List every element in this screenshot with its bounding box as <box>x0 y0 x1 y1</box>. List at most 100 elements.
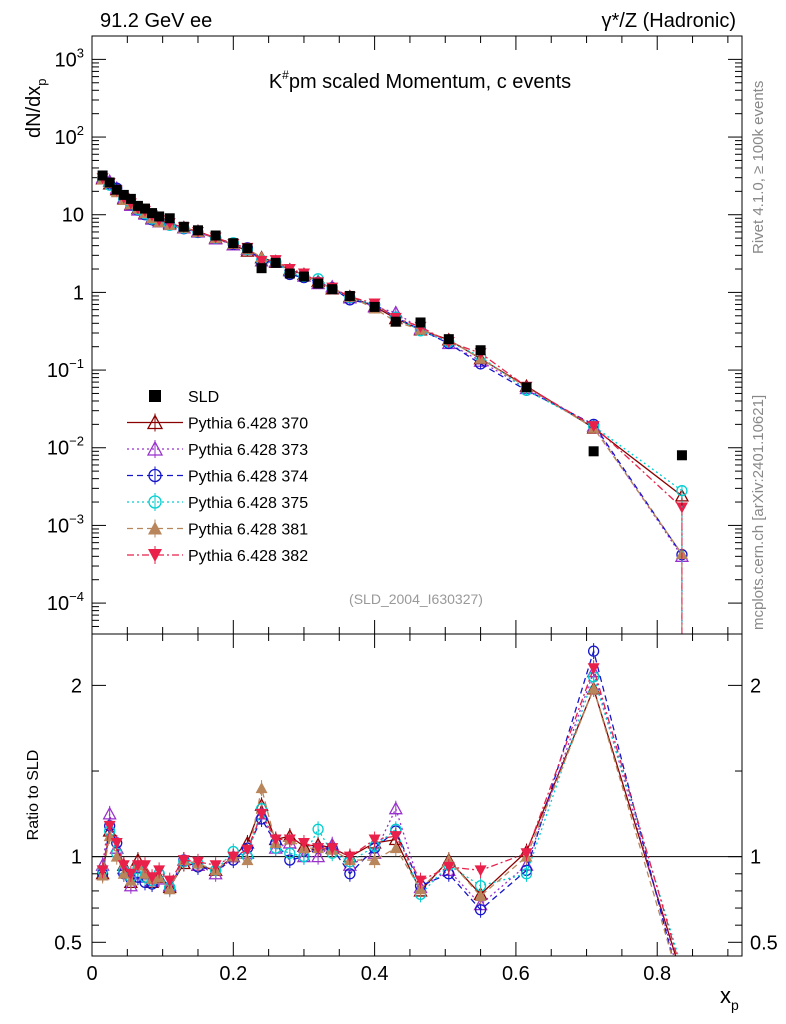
main-y-tick-label: 103 <box>55 45 84 71</box>
legend: SLD Pythia 6.428 370 Pythia 6.428 373 Pythi… <box>127 389 308 565</box>
data-point-marker <box>192 225 203 236</box>
mc-point-marker <box>117 867 130 879</box>
mc-point-marker <box>587 421 600 433</box>
x-tick-label: 0.6 <box>502 963 530 985</box>
main-y-tick-label: 102 <box>55 123 84 149</box>
mc-point-marker <box>110 837 123 849</box>
mc-point-marker <box>96 865 109 877</box>
main-y-tick-label: 10−2 <box>47 434 84 460</box>
mc-point-marker <box>520 848 533 860</box>
mc-point-marker <box>148 495 162 509</box>
mc-point-marker <box>138 867 151 879</box>
ratio-frame <box>91 633 743 957</box>
legend-label: Pythia 6.428 370 <box>188 416 308 433</box>
rivet-label: Rivet 4.1.0, ≥ 100k events <box>750 81 767 254</box>
main-title: K#pm scaled Momentum, c events <box>269 68 571 93</box>
mc-point-marker <box>153 865 166 877</box>
data-point-marker <box>210 230 221 241</box>
ratio-axis-ticks: 0 0.2 0.4 0.6 0.8 0.5 0.5 1 1 2 2 <box>54 634 778 985</box>
data-point-marker <box>344 290 355 301</box>
mc-point-marker <box>587 645 600 657</box>
ratio-ylabel: Ratio to SLD <box>25 750 42 841</box>
mc-point-marker <box>474 904 487 916</box>
data-point-marker <box>147 208 158 219</box>
data-point-marker <box>443 334 454 345</box>
top-right-label: γ*/Z (Hadronic) <box>602 10 736 32</box>
legend-label: Pythia 6.428 381 <box>188 522 308 539</box>
data-point-marker <box>284 268 295 279</box>
mc-point-marker <box>297 837 310 849</box>
main-y-tick-label: 10 <box>62 205 84 227</box>
data-point-marker <box>521 382 532 393</box>
data-point-marker <box>164 213 175 224</box>
ratio-y-tick-label-left: 1 <box>71 847 82 869</box>
mc-point-marker <box>269 834 282 846</box>
legend-label: Pythia 6.428 382 <box>188 548 308 565</box>
mc-point-marker <box>110 850 123 862</box>
data-point-marker <box>369 301 380 312</box>
data-point-marker <box>178 221 189 232</box>
ratio-xlabel: xp <box>720 983 739 1013</box>
main-y-tick-label: 10−1 <box>47 356 84 382</box>
mc-point-marker <box>163 875 176 887</box>
mc-point-marker <box>474 890 487 902</box>
mc-point-marker <box>146 414 164 430</box>
main-axis-ticks: 10−4 10−3 10−2 10−1 1 10 102 103 <box>47 35 742 635</box>
mc-point-marker <box>414 875 427 887</box>
ratio-line-pythia-6.428-374 <box>101 648 673 956</box>
mc-point-marker <box>283 834 296 846</box>
mc-point-marker <box>587 663 600 675</box>
data-point-marker <box>118 189 129 200</box>
data-point-marker <box>132 200 143 211</box>
x-tick-label: 0 <box>86 963 97 985</box>
mc-point-marker <box>389 842 402 854</box>
mc-point-marker <box>343 851 356 863</box>
ratio-line-pythia-6.428-382 <box>101 666 678 956</box>
data-point-marker <box>390 316 401 327</box>
data-point-marker <box>327 284 338 295</box>
mc-point-marker <box>255 782 268 794</box>
data-point-marker <box>415 317 426 328</box>
x-tick-label: 0.8 <box>643 963 671 985</box>
mc-point-marker <box>587 682 600 694</box>
mc-point-marker <box>177 855 190 867</box>
legend-label: Pythia 6.428 374 <box>188 469 308 486</box>
mc-point-marker <box>103 820 116 832</box>
main-y-tick-label: 10−3 <box>47 511 84 537</box>
mc-point-marker <box>388 801 403 815</box>
top-left-label: 91.2 GeV ee <box>100 10 212 32</box>
legend-label: Pythia 6.428 373 <box>188 442 308 459</box>
data-point-marker <box>154 211 165 222</box>
data-point-marker <box>270 257 281 268</box>
mc-point-marker <box>284 847 296 859</box>
x-tick-label: 0.4 <box>361 963 389 985</box>
ratio-y-tick-label-left: 2 <box>71 675 82 697</box>
mc-point-marker <box>227 851 240 863</box>
data-point-marker <box>298 271 309 282</box>
mc-point-marker <box>326 843 339 855</box>
data-point-marker <box>242 243 253 254</box>
mc-point-marker <box>138 860 151 872</box>
mc-point-marker <box>209 860 222 872</box>
main-ylabel: dN/dxp <box>23 79 49 138</box>
mc-point-marker <box>148 468 162 483</box>
ratio-y-tick-label-left: 0.5 <box>54 932 82 954</box>
mc-point-marker <box>442 861 455 873</box>
data-point-marker <box>676 450 687 461</box>
mc-point-marker <box>191 856 204 868</box>
ratio-y-tick-label-right: 1 <box>750 847 761 869</box>
reference-label: (SLD_2004_I630327) <box>349 591 483 607</box>
mc-point-marker <box>389 831 402 843</box>
mc-point-marker <box>146 872 159 884</box>
data-point-marker <box>97 170 108 181</box>
mc-point-marker <box>368 834 381 846</box>
legend-label: SLD <box>188 389 219 406</box>
mc-point-marker <box>255 808 268 820</box>
ratio-series-layer <box>95 643 679 956</box>
ratio-y-tick-label-right: 2 <box>750 675 761 697</box>
mc-point-marker <box>414 883 427 895</box>
data-point-marker <box>149 390 161 402</box>
main-panel: 10−4 10−3 10−2 10−1 1 10 102 103 K#pm scaled Mo… <box>23 35 743 635</box>
ratio-y-tick-label-right: 0.5 <box>750 932 778 954</box>
